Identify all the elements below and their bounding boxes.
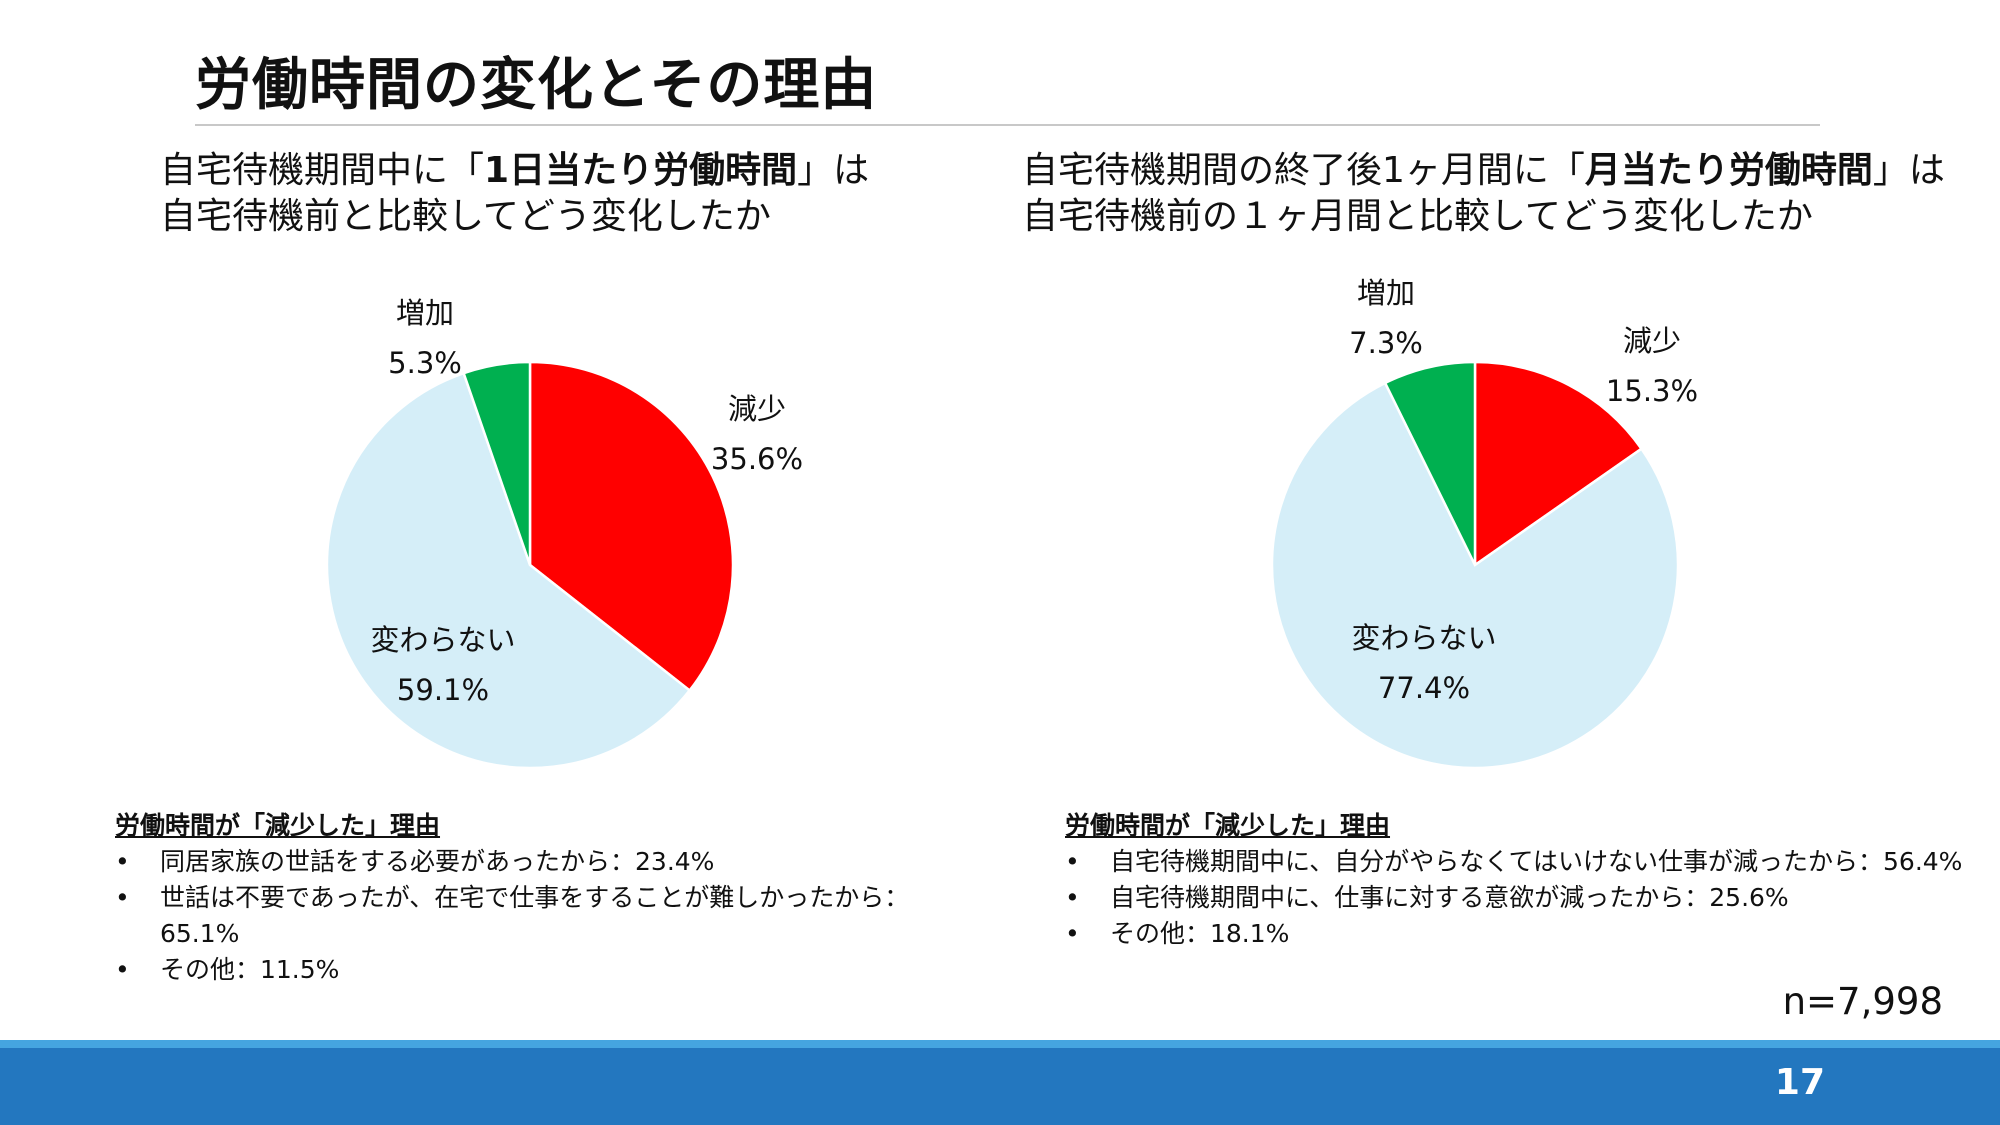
reason-text: 世話は不要であったが、在宅で仕事をすることが難しかったから：65.1%	[160, 883, 910, 948]
left-label-increase: 増加 5.3%	[388, 290, 462, 380]
slice-label: 増加	[1356, 276, 1415, 310]
right-label-unchanged: 変わらない 77.4%	[1351, 615, 1496, 705]
footer-stripe	[0, 1040, 2000, 1048]
slice-value: 77.4%	[1377, 671, 1471, 705]
bullet: •	[1065, 883, 1080, 912]
reasons-list: • 同居家族の世話をする必要があったから：23.4% • 世話は不要であったが、在宅…	[115, 844, 935, 988]
reason-text: その他：11.5%	[160, 955, 340, 984]
title-divider	[195, 124, 1820, 126]
left-label-decrease: 減少 35.6%	[711, 386, 803, 476]
left-question-post: 」は	[797, 150, 870, 191]
reason-text: 自宅待機期間中に、仕事に対する意欲が減ったから：25.6%	[1110, 883, 1789, 912]
slice-label: 減少	[1622, 324, 1682, 358]
slice-value: 35.6%	[710, 442, 804, 476]
pie-slice	[528, 360, 735, 693]
bullet: •	[115, 883, 130, 912]
right-pie-chart	[1270, 360, 1680, 770]
page-number: 17	[1774, 1062, 1825, 1103]
slice-value: 7.3%	[1349, 326, 1423, 360]
reason-text: 自宅待機期間中に、自分がやらなくてはいけない仕事が減ったから：56.4%	[1110, 847, 1963, 876]
sample-size: n=7,998	[1782, 980, 1943, 1023]
slice-value: 15.3%	[1605, 374, 1699, 408]
slice-label: 増加	[395, 296, 454, 330]
left-pie-chart	[325, 360, 735, 770]
slice-label: 減少	[727, 392, 787, 426]
bullet: •	[1065, 919, 1080, 948]
reasons-heading: 労働時間が「減少した」理由	[115, 811, 441, 840]
list-item: • その他：18.1%	[1065, 916, 1965, 952]
slice-label: 変わらない	[370, 623, 516, 657]
list-item: • 世話は不要であったが、在宅で仕事をすることが難しかったから：65.1%	[115, 880, 935, 952]
reasons-list: • 自宅待機期間中に、自分がやらなくてはいけない仕事が減ったから：56.4% • 自…	[1065, 844, 1965, 952]
pie-slice	[462, 360, 532, 566]
right-question-emphasis: 月当たり労働時間	[1584, 150, 1873, 191]
reason-text: その他：18.1%	[1110, 919, 1290, 948]
right-question-pre: 自宅待機期間の終了後1ヶ月間に「	[1022, 150, 1585, 191]
left-question-line2: 自宅待機前と比較してどう変化したか	[160, 196, 771, 237]
slice-value: 59.1%	[396, 673, 490, 707]
right-question-line2: 自宅待機前の１ヶ月間と比較してどう変化したか	[1022, 196, 1813, 237]
pie-slice	[1473, 360, 1644, 568]
left-question-emphasis: 1日当たり労働時間	[484, 150, 798, 191]
pie-slice	[1383, 360, 1477, 566]
right-question-post: 」は	[1872, 150, 1945, 191]
left-question-pre: 自宅待機期間中に「	[160, 150, 485, 191]
right-label-decrease: 減少 15.3%	[1606, 318, 1698, 408]
left-label-unchanged: 変わらない 59.1%	[370, 617, 515, 707]
reason-text: 同居家族の世話をする必要があったから：23.4%	[160, 847, 715, 876]
pie-slice	[325, 371, 692, 770]
list-item: • 自宅待機期間中に、仕事に対する意欲が減ったから：25.6%	[1065, 880, 1965, 916]
footer-bar: 17	[0, 1048, 2000, 1125]
left-reasons: 労働時間が「減少した」理由 • 同居家族の世話をする必要があったから：23.4% …	[115, 808, 935, 988]
page-title: 労働時間の変化とその理由	[195, 53, 878, 118]
slice-label: 変わらない	[1351, 621, 1497, 655]
slice-value: 5.3%	[388, 346, 462, 380]
bullet: •	[115, 847, 130, 876]
pie-slice	[1270, 381, 1680, 770]
right-chart-question: 自宅待機期間の終了後1ヶ月間に「月当たり労働時間」は 自宅待機前の１ヶ月間と比較…	[1022, 148, 1982, 240]
list-item: • 自宅待機期間中に、自分がやらなくてはいけない仕事が減ったから：56.4%	[1065, 844, 1965, 880]
list-item: • 同居家族の世話をする必要があったから：23.4%	[115, 844, 935, 880]
bullet: •	[115, 955, 130, 984]
right-reasons: 労働時間が「減少した」理由 • 自宅待機期間中に、自分がやらなくてはいけない仕事が…	[1065, 808, 1965, 952]
list-item: • その他：11.5%	[115, 952, 935, 988]
reasons-heading: 労働時間が「減少した」理由	[1065, 811, 1391, 840]
right-label-increase: 増加 7.3%	[1349, 270, 1423, 360]
bullet: •	[1065, 847, 1080, 876]
left-chart-question: 自宅待機期間中に「1日当たり労働時間」は 自宅待機前と比較してどう変化したか	[160, 148, 960, 240]
